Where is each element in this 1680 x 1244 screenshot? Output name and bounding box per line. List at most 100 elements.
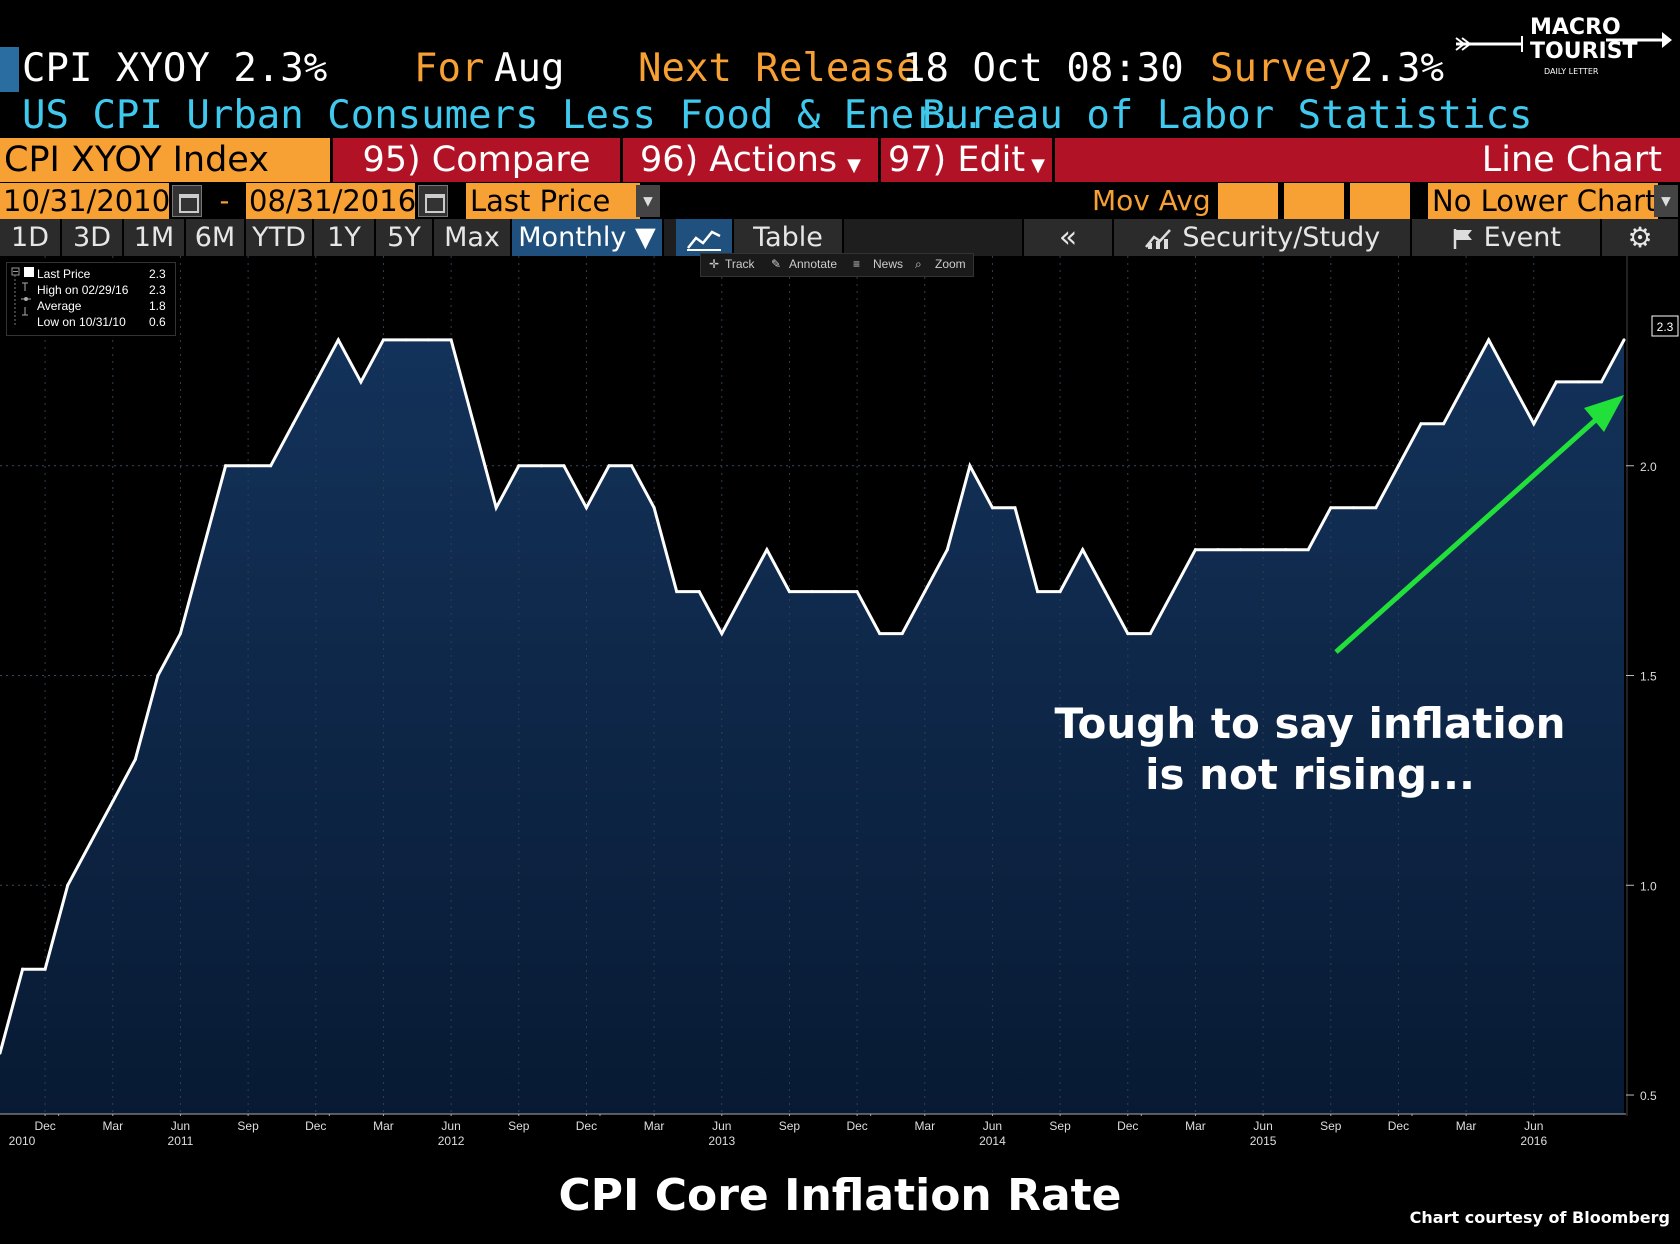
data-point	[1554, 380, 1558, 384]
data-point	[1464, 380, 1468, 384]
data-point	[66, 883, 70, 887]
legend-value: 2.3	[149, 267, 166, 281]
x-axis-labels: Dec Mar Jun Sep Dec Mar Jun Sep Dec Mar Jun Sep Dec M…	[9, 1119, 1548, 1148]
toolbar-spacer	[844, 219, 1024, 256]
chart-mini-toolbar: ✛ Track ✎ Annotate ≡ News ⌕ Zoom	[700, 253, 974, 277]
period-1y[interactable]: 1Y	[314, 219, 376, 256]
data-point	[472, 422, 476, 426]
edit-button[interactable]: 97) Edit ▼	[878, 138, 1052, 182]
data-point	[810, 590, 814, 594]
data-point	[787, 590, 791, 594]
legend-value: 1.8	[149, 299, 166, 313]
data-point	[1013, 506, 1017, 510]
last-value-label: 2.3	[1657, 320, 1674, 334]
data-point	[652, 506, 656, 510]
data-point	[1329, 506, 1333, 510]
collapse-icon[interactable]: «	[1024, 219, 1114, 256]
track-button[interactable]: Track	[725, 257, 755, 271]
edit-label: 97) Edit	[888, 140, 1026, 180]
data-point	[314, 380, 318, 384]
y-tick-label: 1.5	[1640, 670, 1657, 684]
mov-avg-input-3[interactable]	[1350, 183, 1410, 219]
zoom-icon: ⌕	[915, 257, 922, 271]
range-row: 10/31/2010 - 08/31/2016 Last Price ▼ Mov…	[0, 183, 1680, 219]
x-tick-label: Mar	[1185, 1119, 1206, 1133]
security-study-button[interactable]: Security/Study	[1114, 219, 1412, 256]
data-source: Bureau of Labor Statistics	[922, 93, 1533, 138]
x-tick-label: Jun	[712, 1119, 731, 1133]
news-icon: ≡	[853, 257, 861, 271]
period-6m[interactable]: 6M	[186, 219, 246, 256]
event-button[interactable]: Event	[1412, 219, 1602, 256]
period-ytd[interactable]: YTD	[246, 219, 314, 256]
data-point	[224, 464, 228, 468]
data-point	[1193, 548, 1197, 552]
actions-button[interactable]: 96) Actions ▼	[620, 138, 878, 182]
start-date-field[interactable]: 10/31/2010	[0, 183, 170, 219]
annotation-line-2: is not rising...	[1145, 750, 1475, 799]
legend-value: 0.6	[149, 315, 166, 329]
next-release-value: 18 Oct 08:30	[902, 46, 1184, 91]
data-point	[21, 967, 25, 971]
mov-avg-input-2[interactable]	[1284, 183, 1344, 219]
table-view-button[interactable]: Table	[734, 219, 844, 256]
x-tick-label: Jun	[1253, 1119, 1272, 1133]
data-point	[111, 799, 115, 803]
line-chart-view-button[interactable]	[676, 219, 734, 256]
x-year-label: 2010	[9, 1134, 36, 1148]
x-axis	[0, 1113, 1626, 1116]
logo-line3: DAILY LETTER	[1544, 67, 1599, 76]
price-field-select[interactable]: Last Price	[466, 183, 640, 219]
frequency-select[interactable]: Monthly ▼	[512, 219, 664, 256]
calendar-icon[interactable]	[172, 185, 202, 217]
x-tick-label: Sep	[508, 1119, 530, 1133]
logo-line2: TOURIST	[1530, 39, 1638, 64]
settings-gear-icon[interactable]: ⚙	[1602, 219, 1680, 256]
period-1m[interactable]: 1M	[124, 219, 186, 256]
trend-arrow	[1334, 395, 1624, 654]
mov-avg-label: Mov Avg	[1092, 184, 1211, 217]
data-point	[359, 380, 363, 384]
annotate-button[interactable]: Annotate	[789, 257, 838, 271]
data-point	[1374, 506, 1378, 510]
news-button[interactable]: News	[873, 257, 904, 271]
period-toolbar: 1D 3D 1M 6M YTD 1Y 5Y Max Monthly ▼ Tabl…	[0, 219, 1680, 256]
period-5y[interactable]: 5Y	[376, 219, 434, 256]
data-point	[675, 590, 679, 594]
x-tick-label: Sep	[237, 1119, 259, 1133]
data-point	[742, 590, 746, 594]
data-point	[878, 632, 882, 636]
x-tick-label: Jun	[171, 1119, 190, 1133]
caret-down-icon[interactable]: ▼	[636, 185, 660, 217]
data-point	[43, 967, 47, 971]
calendar-icon[interactable]	[418, 185, 448, 217]
x-tick-label: Dec	[1117, 1119, 1138, 1133]
data-point	[404, 338, 408, 342]
data-point	[178, 632, 182, 636]
data-point	[1577, 380, 1581, 384]
chart-type-button[interactable]: Line Chart	[1052, 138, 1680, 182]
x-tick-label: Sep	[779, 1119, 801, 1133]
data-point	[0, 1051, 2, 1055]
pencil-icon: ✎	[771, 257, 782, 271]
data-point	[1261, 548, 1265, 552]
zoom-button[interactable]: Zoom	[935, 257, 966, 271]
compare-button[interactable]: 95) Compare	[330, 138, 620, 182]
period-max[interactable]: Max	[434, 219, 512, 256]
caret-down-icon[interactable]: ▼	[1654, 185, 1678, 217]
caret-down-icon: ▼	[1031, 155, 1045, 176]
x-tick-label: Dec	[1388, 1119, 1409, 1133]
data-point	[1622, 338, 1626, 342]
period-3d[interactable]: 3D	[62, 219, 124, 256]
end-date-field[interactable]: 08/31/2016	[246, 183, 416, 219]
mov-avg-input-1[interactable]	[1218, 183, 1278, 219]
lower-chart-select[interactable]: No Lower Chart	[1428, 183, 1658, 219]
security-header: CPI XYOY 2.3% For Aug Next Release 18 Oc…	[0, 44, 1480, 94]
period-1d[interactable]: 1D	[0, 219, 62, 256]
chart-credit: Chart courtesy of Bloomberg	[1409, 1208, 1670, 1227]
security-marker	[0, 47, 19, 92]
chart-legend: Last Price 2.3 High on 02/29/16 2.3 Aver…	[6, 262, 176, 336]
ticker-input[interactable]: CPI XYOY Index	[0, 138, 330, 182]
x-tick-label: Jun	[983, 1119, 1002, 1133]
legend-tree-icon	[11, 267, 34, 325]
